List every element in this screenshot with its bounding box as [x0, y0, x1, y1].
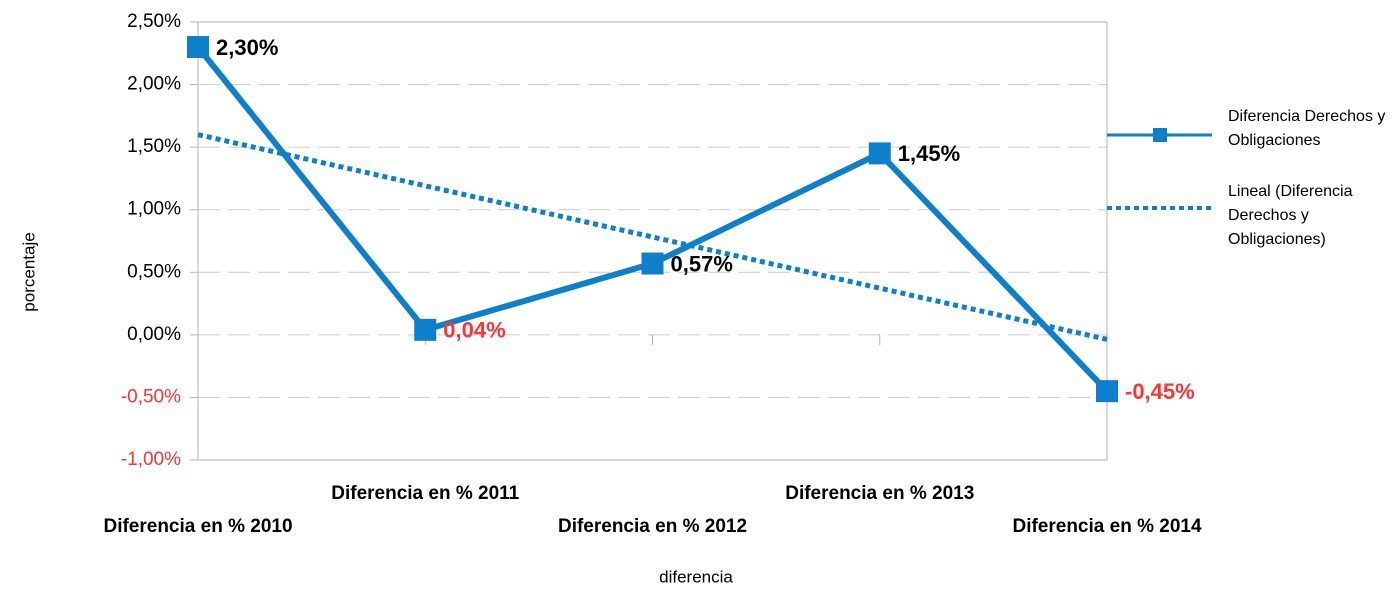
marker	[187, 36, 209, 59]
y-tick-label: 0,00%	[127, 324, 181, 345]
legend-marker	[1153, 128, 1167, 142]
x-tick-label: Diferencia en % 2012	[558, 516, 747, 537]
y-axis-label: porcentaje	[19, 232, 38, 311]
legend-label: Lineal (Diferencia Derechos y Obligacion…	[1228, 183, 1353, 248]
data-label: -0,45%	[1125, 379, 1195, 404]
plot-area	[197, 21, 1108, 461]
marker	[414, 318, 437, 341]
data-label: 0,57%	[671, 251, 733, 276]
y-tick-label: -0,50%	[121, 386, 181, 407]
y-tick-label: 2,00%	[127, 74, 181, 95]
marker	[641, 252, 664, 275]
x-axis-label: diferencia	[659, 567, 733, 586]
data-label: 2,30%	[216, 35, 278, 60]
x-tick-label: Diferencia en % 2014	[1012, 516, 1201, 537]
legend-label: Diferencia Derechos y Obligaciones	[1228, 108, 1386, 149]
y-tick-label: -1,00%	[121, 449, 181, 470]
x-tick-label: Diferencia en % 2011	[331, 483, 519, 504]
data-label: 1,45%	[898, 141, 960, 166]
data-label: 0,04%	[443, 318, 505, 343]
y-tick-label: 1,50%	[127, 136, 181, 157]
x-tick-label: Diferencia en % 2010	[103, 516, 292, 537]
y-tick-label: 1,00%	[127, 199, 181, 220]
marker	[1096, 380, 1118, 403]
trend-line	[197, 132, 1108, 342]
marker	[868, 142, 891, 165]
y-tick-label: 2,50%	[127, 11, 181, 32]
x-tick-label: Diferencia en % 2013	[785, 483, 974, 504]
y-tick-label: 0,50%	[127, 261, 181, 282]
